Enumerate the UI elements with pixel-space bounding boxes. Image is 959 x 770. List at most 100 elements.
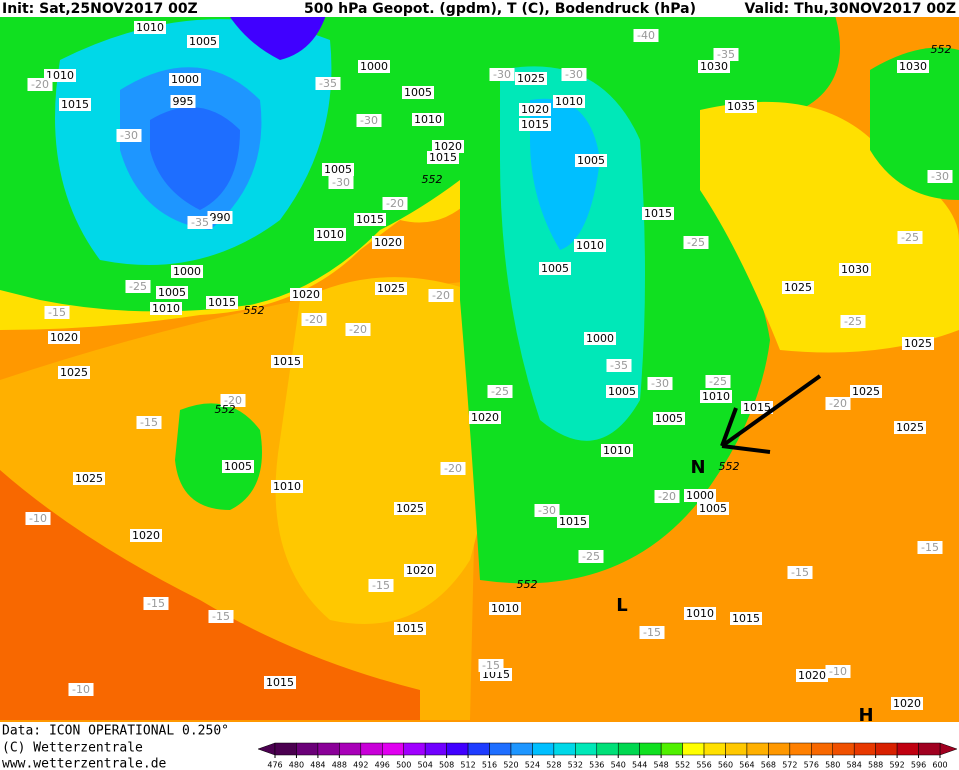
colorbar-tick-label: 476 [267, 761, 282, 770]
colorbar-swatch [746, 742, 769, 756]
pressure-label: 1025 [396, 502, 424, 515]
pressure-label: 1000 [586, 332, 614, 345]
temperature-label-box [487, 385, 513, 398]
pressure-label: 1005 [699, 502, 727, 515]
colorbar-swatch [596, 742, 619, 756]
temperature-label: -25 [491, 385, 509, 398]
temperature-label: -40 [637, 29, 655, 42]
temperature-label-box [187, 216, 213, 229]
temperature-label-box [713, 48, 739, 61]
temperature-label: -25 [901, 231, 919, 244]
temperature-label: -35 [610, 359, 628, 372]
temperature-label-box [345, 323, 371, 336]
temperature-label: -25 [709, 375, 727, 388]
pressure-label-box [725, 100, 757, 113]
pressure-label-box [156, 286, 188, 299]
colorbar-swatch [660, 742, 683, 756]
colorbar-swatch [510, 742, 533, 756]
colorbar-tick-label: 580 [825, 761, 840, 770]
pressure-label: 1025 [60, 366, 88, 379]
pressure-label-box [519, 118, 551, 131]
temperature-label: -30 [360, 114, 378, 127]
pressure-label: 1025 [852, 385, 880, 398]
pressure-label-box [606, 385, 638, 398]
pressure-label-box [404, 564, 436, 577]
colorbar-tick-label: 544 [632, 761, 647, 770]
temperature-label-box [125, 280, 151, 293]
temperature-label-box [927, 170, 953, 183]
temperature-label: -35 [319, 77, 337, 90]
temperature-label: -30 [565, 68, 583, 81]
pressure-label: 1010 [555, 95, 583, 108]
pressure-label: 1005 [224, 460, 252, 473]
colorbar-tick-label: 532 [568, 761, 583, 770]
colorbar-tick-label: 512 [460, 761, 475, 770]
pressure-label: 1020 [406, 564, 434, 577]
pressure-label: 1005 [608, 385, 636, 398]
colorbar-tick-label: 480 [289, 761, 304, 770]
pressure-label: 990 [210, 211, 231, 224]
colorbar-tick-label: 524 [525, 761, 540, 770]
colorbar-swatch [832, 742, 855, 756]
temperature-label-box [25, 512, 51, 525]
colorbar-tick-label: 520 [503, 761, 518, 770]
colorbar-swatch [553, 742, 576, 756]
colorbar-tick-label: 504 [418, 761, 433, 770]
pressure-label: 1015 [429, 151, 457, 164]
website: www.wetterzentrale.de [2, 757, 167, 770]
contour-label: 552 [215, 403, 236, 416]
pressure-label-box [372, 236, 404, 249]
pressure-label-box [427, 151, 459, 164]
field-548d [175, 403, 262, 510]
colorbar-swatch [682, 742, 705, 756]
pressure-label: 1015 [396, 622, 424, 635]
pressure-label-box [358, 60, 390, 73]
pressure-label: 1020 [132, 529, 160, 542]
pressure-label-box [700, 390, 732, 403]
pressure-label-box [354, 213, 386, 226]
pressure-label-box [539, 262, 571, 275]
temperature-label: -15 [643, 626, 661, 639]
pressure-label: 1025 [896, 421, 924, 434]
temperature-label-box [68, 683, 94, 696]
data-source: Data: ICON OPERATIONAL 0.250° [2, 724, 229, 739]
temperature-label: -20 [31, 78, 49, 91]
pressure-label: 1010 [491, 602, 519, 615]
colorbar-swatch [532, 742, 555, 756]
temperature-label: -15 [48, 306, 66, 319]
pressure-label: 1025 [784, 281, 812, 294]
pressure-label-box [59, 98, 91, 111]
temperature-label-box [116, 129, 142, 142]
temperature-label: -30 [332, 176, 350, 189]
pressure-label-box [290, 288, 322, 301]
pressure-label-box [894, 421, 926, 434]
colorbar-swatch [768, 742, 791, 756]
colorbar-tick-label: 508 [439, 761, 454, 770]
pressure-label: 1020 [798, 669, 826, 682]
colorbar-tick-label: 588 [868, 761, 883, 770]
temperature-label: -20 [386, 197, 404, 210]
colorbar-swatch [725, 742, 748, 756]
temperature-label-box [489, 68, 515, 81]
valid-time: Valid: Thu,30NOV2017 00Z [745, 1, 956, 17]
pressure-label: 995 [173, 95, 194, 108]
contour-label: 552 [517, 578, 538, 591]
temperature-label: -15 [791, 566, 809, 579]
pressure-label-box [515, 72, 547, 85]
pressure-label-box [394, 622, 426, 635]
temperature-label-box [382, 197, 408, 210]
pressure-label: 1000 [686, 489, 714, 502]
temperature-label-box [534, 504, 560, 517]
pressure-label: 1025 [75, 472, 103, 485]
temperature-label: -30 [538, 504, 556, 517]
temperature-label: -30 [931, 170, 949, 183]
temperature-label-box [368, 579, 394, 592]
colorbar-swatch [918, 742, 941, 756]
pressure-label: 1005 [324, 163, 352, 176]
temperature-label-box [606, 359, 632, 372]
pressure-label: 1020 [374, 236, 402, 249]
temperature-label: -35 [717, 48, 735, 61]
temperature-label: -30 [651, 377, 669, 390]
pressure-label: 1010 [414, 113, 442, 126]
temperature-label-box [787, 566, 813, 579]
